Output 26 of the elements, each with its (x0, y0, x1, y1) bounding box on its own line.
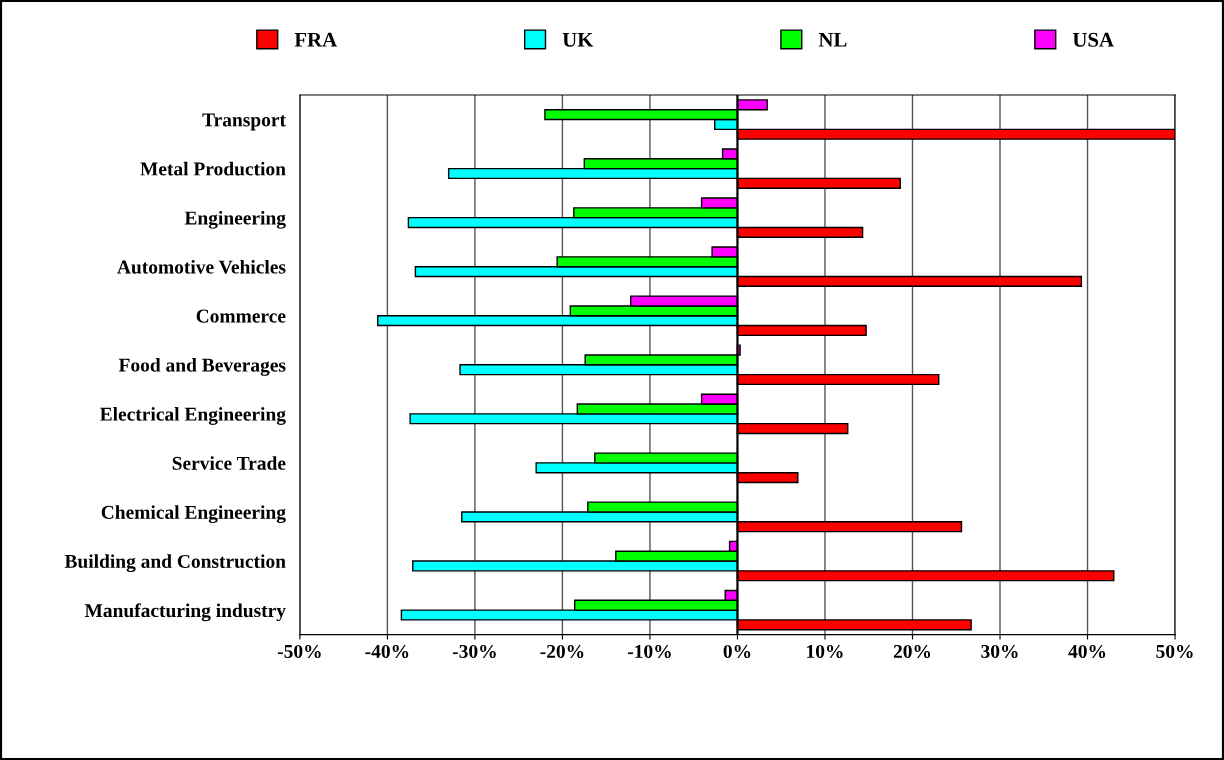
legend-label: FRA (294, 32, 338, 47)
y-tick-label: Commerce (196, 309, 286, 323)
x-tick-label: 40% (1068, 644, 1106, 659)
y-tick-label: Engineering (184, 210, 286, 229)
y-tick-label: Transport (202, 113, 286, 131)
y-tick-label: Building and Construction (64, 554, 286, 573)
y-tick-label: Metal Production (140, 161, 286, 176)
x-tick-label: -50% (277, 644, 321, 659)
x-tick-label: -40% (365, 644, 409, 659)
legend-label: UK (562, 32, 594, 47)
x-tick-label: 0% (723, 644, 751, 659)
y-tick-label: Food and Beverages (118, 358, 286, 376)
x-tick-label: 30% (981, 644, 1018, 659)
y-tick-label: Manufacturing industry (84, 603, 286, 622)
y-tick-label: Chemical Engineering (101, 505, 286, 523)
y-tick-label: Automotive Vehicles (117, 259, 286, 274)
x-tick-label: 20% (893, 644, 931, 659)
legend-label: NL (818, 32, 847, 47)
x-tick-label: 50% (1156, 644, 1193, 659)
x-tick-label: -20% (540, 644, 584, 659)
x-tick-label: -30% (452, 644, 496, 659)
legend-label: USA (1072, 32, 1114, 47)
y-tick-label: Electrical Engineering (100, 407, 286, 425)
x-tick-label: -10% (627, 644, 671, 659)
x-tick-label: 10% (807, 644, 843, 659)
y-tick-label: Service Trade (172, 456, 286, 470)
